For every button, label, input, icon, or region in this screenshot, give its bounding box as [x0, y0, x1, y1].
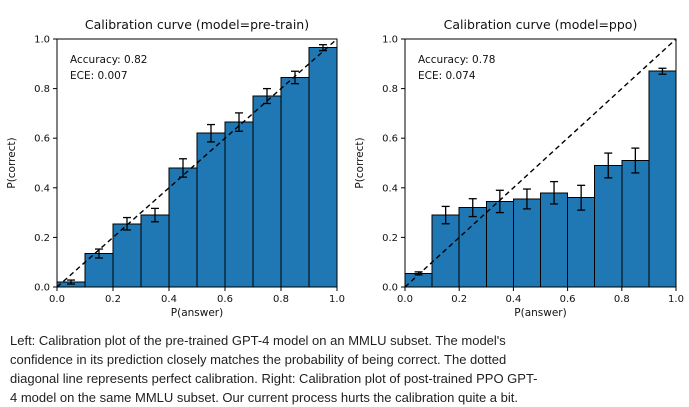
diagonal-calibration-line — [404, 38, 677, 288]
y-axis-label: P(correct) — [6, 137, 18, 188]
chart-title: Calibration curve (model=ppo) — [444, 17, 638, 32]
diagonal-calibration-line — [56, 38, 338, 288]
bar — [512, 198, 541, 288]
x-axis-label: P(answer) — [171, 307, 223, 319]
x-tick-label: 0.4 — [505, 294, 521, 305]
bar — [567, 197, 596, 288]
annotation-line: Accuracy: 0.82 — [70, 54, 147, 66]
caption-line: confidence in its prediction closely mat… — [10, 352, 507, 367]
caption-line: 4 model on the same MMLU subset. Our cur… — [10, 390, 518, 405]
chart-calibration-pretrain: 0.0 0.2 0.4 0.6 0.8 1.0 0.0 0.2 0.4 0.6 0.8 1.0 P(an… — [6, 17, 345, 319]
accuracy-ece-annotation: Accuracy: 0.78 ECE: 0.074 — [418, 54, 495, 82]
bars-group — [404, 70, 677, 288]
x-tick-label: 1.0 — [668, 294, 684, 305]
bar — [621, 160, 650, 288]
bar — [485, 200, 514, 288]
x-tick-label: 0.6 — [217, 294, 233, 305]
bar — [224, 121, 254, 288]
x-tick-label: 0.2 — [451, 294, 467, 305]
x-tick-label: 0.4 — [161, 294, 177, 305]
y-tick-label: 0.6 — [382, 134, 398, 145]
bar — [308, 47, 338, 288]
error-bars-group — [67, 44, 327, 285]
x-tick-label: 0.0 — [397, 294, 413, 305]
x-axis-label: P(answer) — [514, 307, 566, 319]
y-tick-label: 0.6 — [34, 134, 50, 145]
charts-row: 0.0 0.2 0.4 0.6 0.8 1.0 0.0 0.2 0.4 0.6 0.8 1.0 P(an… — [6, 17, 684, 319]
plot-frame — [404, 38, 677, 288]
y-tick-label: 1.0 — [382, 35, 398, 46]
annotation-line: Accuracy: 0.78 — [418, 54, 495, 66]
y-tick-label: 0.8 — [34, 84, 50, 95]
x-axis: 0.0 0.2 0.4 0.6 0.8 1.0 — [49, 287, 345, 305]
plot-frame — [56, 38, 338, 288]
accuracy-ece-annotation: Accuracy: 0.82 ECE: 0.007 — [70, 54, 147, 82]
x-axis: 0.0 0.2 0.4 0.6 0.8 1.0 — [397, 287, 684, 305]
chart-calibration-ppo: 0.0 0.2 0.4 0.6 0.8 1.0 0.0 0.2 0.4 0.6 0.8 1.0 P(an… — [354, 17, 684, 319]
x-tick-label: 0.8 — [614, 294, 630, 305]
figure-caption: Left: Calibration plot of the pre-traine… — [10, 331, 689, 407]
y-axis-label: P(correct) — [354, 137, 366, 188]
annotation-line: ECE: 0.074 — [418, 70, 476, 82]
x-tick-label: 0.2 — [105, 294, 121, 305]
y-tick-label: 0.0 — [34, 283, 50, 294]
caption-line: diagonal line represents perfect calibra… — [10, 371, 538, 386]
bar — [196, 132, 226, 288]
bar — [594, 164, 623, 288]
x-tick-label: 0.6 — [560, 294, 576, 305]
annotation-line: ECE: 0.007 — [70, 70, 128, 82]
bar — [252, 95, 282, 288]
bar — [168, 167, 198, 288]
bar — [540, 192, 569, 288]
y-tick-label: 0.0 — [382, 283, 398, 294]
bar — [140, 214, 170, 288]
y-tick-label: 1.0 — [34, 35, 50, 46]
y-tick-label: 0.4 — [382, 183, 398, 194]
bar — [458, 207, 487, 288]
bar — [280, 76, 310, 288]
x-tick-label: 0.0 — [49, 294, 65, 305]
x-tick-label: 0.8 — [273, 294, 289, 305]
bar — [648, 70, 677, 288]
y-tick-label: 0.2 — [34, 233, 50, 244]
y-tick-label: 0.4 — [34, 183, 50, 194]
y-axis: 0.0 0.2 0.4 0.6 0.8 1.0 — [382, 35, 405, 294]
error-bars-group — [414, 67, 667, 276]
y-axis: 0.0 0.2 0.4 0.6 0.8 1.0 — [34, 35, 57, 294]
x-tick-label: 1.0 — [329, 294, 345, 305]
y-tick-label: 0.8 — [382, 84, 398, 95]
y-tick-label: 0.2 — [382, 233, 398, 244]
caption-line: Left: Calibration plot of the pre-traine… — [10, 333, 506, 348]
chart-title: Calibration curve (model=pre-train) — [85, 17, 309, 32]
bar — [431, 214, 460, 288]
